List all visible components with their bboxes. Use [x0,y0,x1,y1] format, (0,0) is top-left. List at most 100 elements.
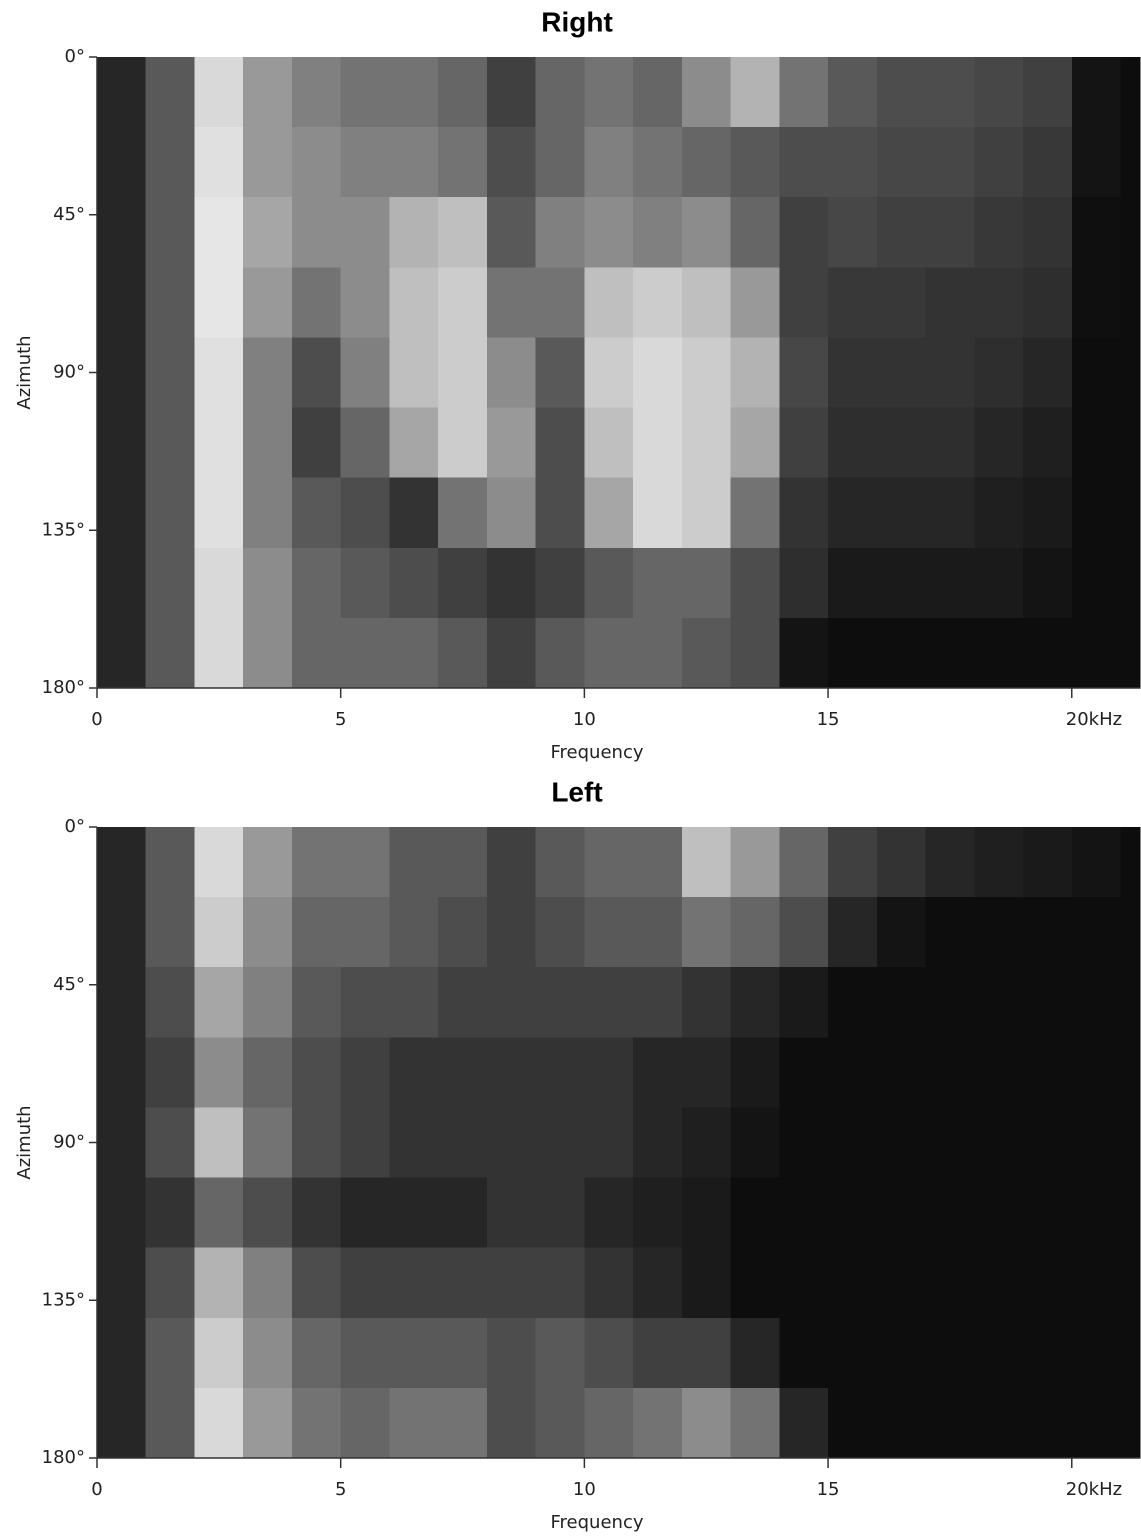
heatmap-cell [779,618,828,689]
x-tick-label: 15 [817,1479,840,1500]
heatmap-cell [487,478,536,549]
heatmap-cell [1072,548,1121,619]
heatmap-cell [146,127,195,198]
heatmap-cell [341,408,390,479]
heatmap-cell [828,1037,877,1108]
heatmap-cell [633,1248,682,1319]
heatmap-cell [731,1318,780,1389]
heatmap-cell [487,1388,536,1459]
heatmap-cell [1121,267,1141,338]
heatmap-cell [243,967,292,1038]
heatmap-cell [1121,548,1141,619]
heatmap-cell [1072,618,1121,689]
x-tick-label: 0 [91,1479,102,1500]
heatmap-cell [731,1107,780,1178]
heatmap-cell [974,967,1023,1038]
heatmap-cell [926,408,975,479]
x-tick-label: 15 [817,709,840,730]
heatmap-cell [731,1248,780,1319]
heatmap-cell [243,1318,292,1389]
heatmap-cell [292,1388,341,1459]
heatmap-cell [536,267,585,338]
heatmap-cell [584,1178,633,1249]
heatmap-cell [97,267,146,338]
heatmap-cell [926,1248,975,1319]
heatmap-cell [682,267,731,338]
heatmap-cell [243,897,292,968]
heatmap-cell [974,478,1023,549]
heatmap-cell [292,827,341,898]
heatmap-cell [779,57,828,128]
heatmap-cell [341,1037,390,1108]
x-axis-label: Frequency [551,742,644,763]
heatmap-cell [974,127,1023,198]
heatmap-cell [487,57,536,128]
heatmap-cell [438,478,487,549]
heatmap-cell [438,1107,487,1178]
heatmap-cell [682,57,731,128]
heatmap-cell [341,1248,390,1319]
heatmap-cell [779,408,828,479]
heatmap-cell [731,1037,780,1108]
heatmap-cell [974,408,1023,479]
heatmap-cell [974,548,1023,619]
heatmap-cell [146,1178,195,1249]
heatmap-cell [146,897,195,968]
y-tick-label: 0° [65,46,85,67]
y-tick-label: 135° [42,1289,85,1310]
heatmap-cell [584,267,633,338]
heatmap-cell [779,1388,828,1459]
heatmap-cell [292,57,341,128]
figure: Right05101520kHz0°45°90°135°180°Frequenc… [0,0,1141,1538]
heatmap-cell [926,1037,975,1108]
heatmap-cell [828,197,877,268]
heatmap-cell [97,127,146,198]
heatmap-cell [146,618,195,689]
y-tick-label: 45° [53,974,85,995]
heatmap-cell [584,548,633,619]
heatmap-cell [633,127,682,198]
heatmap-cell [828,1318,877,1389]
heatmap-cell [389,1107,438,1178]
heatmap-cell [389,1248,438,1319]
heatmap-cell [536,1318,585,1389]
heatmap-cell [292,618,341,689]
heatmap-cell [926,267,975,338]
heatmap-cell [389,1388,438,1459]
heatmap-cell [97,408,146,479]
heatmap-cell [974,618,1023,689]
heatmap-cell [1023,1318,1072,1389]
heatmap-cell [828,267,877,338]
heatmap-cell [341,197,390,268]
heatmap-cell [194,197,243,268]
heatmap-cell [731,337,780,408]
heatmap-cell [194,1037,243,1108]
heatmap-cell [292,897,341,968]
heatmap-cell [682,197,731,268]
heatmap-cell [146,827,195,898]
heatmap-cell [536,1388,585,1459]
heatmap-cell [1072,267,1121,338]
y-tick-label: 0° [65,816,85,837]
heatmap-cell [1023,337,1072,408]
heatmap-cell [1072,408,1121,479]
heatmap-cell [731,1388,780,1459]
heatmap-cell [1121,618,1141,689]
y-tick-label: 90° [53,362,85,383]
heatmap-cell [633,1037,682,1108]
y-tick-label: 180° [42,1447,85,1468]
heatmap-cell [633,267,682,338]
heatmap-cell [487,827,536,898]
heatmap-cell [1121,1318,1141,1389]
heatmap-cell [584,1037,633,1108]
heatmap-cell [633,618,682,689]
heatmap-cell [633,1107,682,1178]
heatmap-cell [877,478,926,549]
heatmap-cell [243,127,292,198]
heatmap-cell [292,197,341,268]
chart-title: Left [551,776,602,807]
heatmap-cell [243,548,292,619]
heatmap-cell [682,827,731,898]
heatmap-cell [828,1248,877,1319]
heatmap-cell [682,897,731,968]
